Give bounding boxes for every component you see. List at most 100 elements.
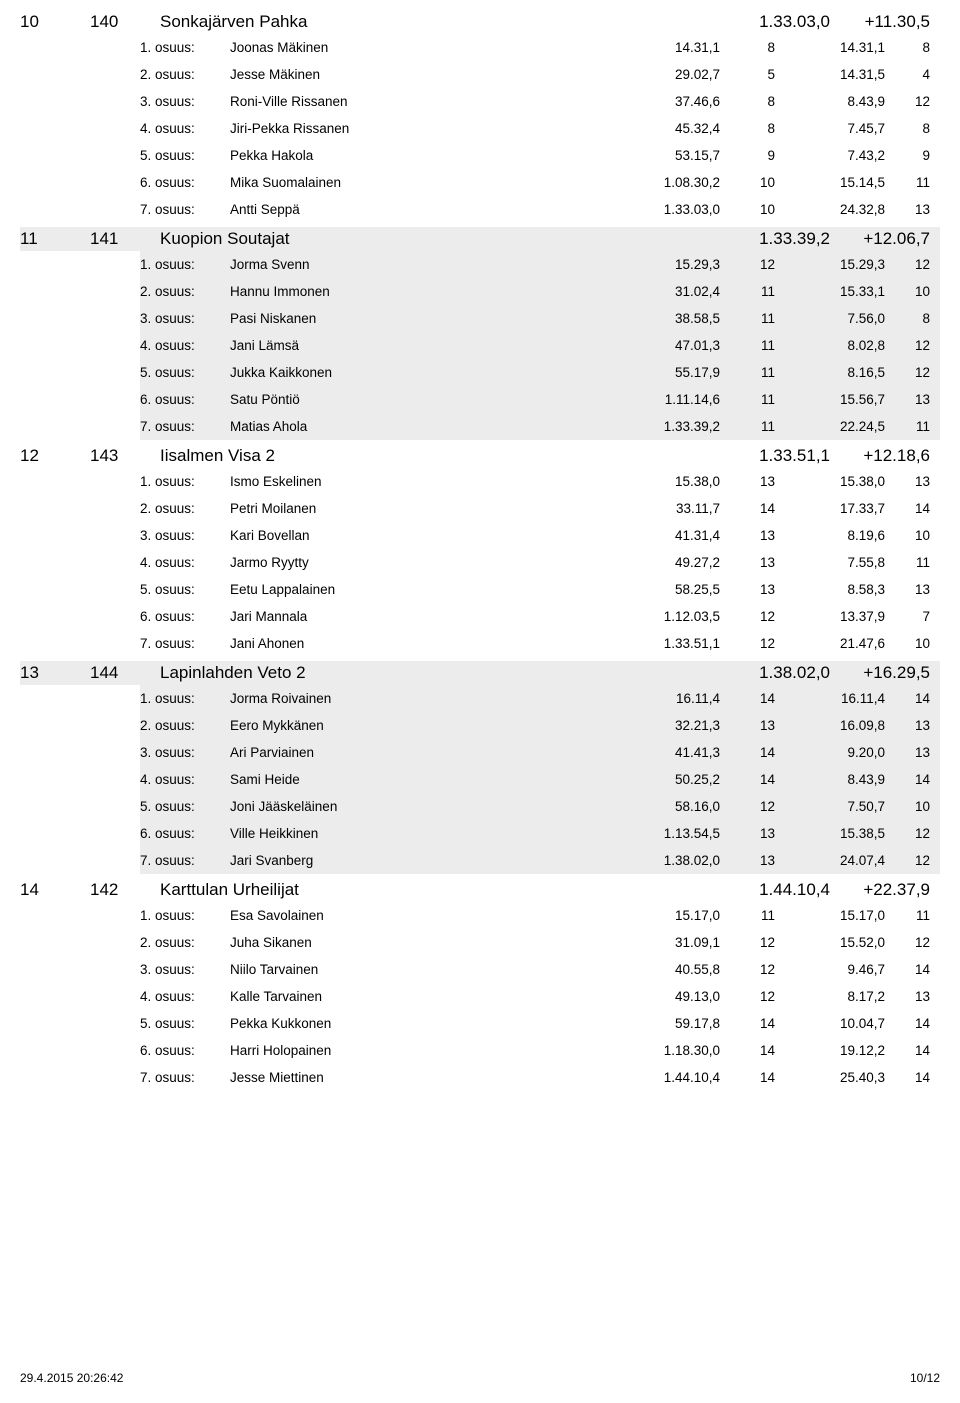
team-number: 144 [90,663,160,683]
team-name: Kuopion Soutajat [160,229,710,249]
team-header: 13144Lapinlahden Veto 21.38.02,0+16.29,5 [20,661,940,685]
leg-cumulative-rank: 11 [720,365,775,380]
leg-row: 6. osuus:Satu Pöntiö1.11.14,61115.56,713 [140,386,940,413]
leg-label: 3. osuus: [140,528,230,543]
leg-cumulative-rank: 11 [720,338,775,353]
leg-athlete: Satu Pöntiö [230,392,620,407]
leg-cumulative-rank: 12 [720,257,775,272]
leg-row: 2. osuus:Petri Moilanen33.11,71417.33,71… [140,495,940,522]
leg-cumulative-rank: 11 [720,908,775,923]
leg-cumulative-time: 15.38,0 [620,474,720,489]
leg-split-time: 9.46,7 [775,962,885,977]
leg-athlete: Niilo Tarvainen [230,962,620,977]
leg-row: 3. osuus:Kari Bovellan41.31,4138.19,610 [140,522,940,549]
leg-row: 4. osuus:Jani Lämsä47.01,3118.02,812 [140,332,940,359]
leg-cumulative-time: 38.58,5 [620,311,720,326]
leg-split-rank: 10 [885,636,940,651]
leg-split-rank: 14 [885,772,940,787]
leg-row: 7. osuus:Jesse Miettinen1.44.10,41425.40… [140,1064,940,1091]
team-name: Karttulan Urheilijat [160,880,710,900]
team-header: 12143Iisalmen Visa 21.33.51,1+12.18,6 [20,444,940,468]
leg-cumulative-rank: 12 [720,935,775,950]
leg-label: 7. osuus: [140,1070,230,1085]
team-rank: 11 [20,229,90,249]
leg-label: 5. osuus: [140,1016,230,1031]
leg-cumulative-time: 37.46,6 [620,94,720,109]
leg-athlete: Ari Parviainen [230,745,620,760]
team-time-diff: +22.37,9 [830,880,940,900]
team-block: 14142Karttulan Urheilijat1.44.10,4+22.37… [20,878,940,1091]
leg-cumulative-rank: 13 [720,826,775,841]
leg-split-time: 15.38,0 [775,474,885,489]
leg-cumulative-time: 1.38.02,0 [620,853,720,868]
page-footer: 29.4.2015 20:26:42 10/12 [20,1371,940,1385]
leg-label: 2. osuus: [140,501,230,516]
leg-split-time: 15.17,0 [775,908,885,923]
leg-athlete: Jorma Svenn [230,257,620,272]
leg-split-rank: 11 [885,908,940,923]
leg-split-time: 15.33,1 [775,284,885,299]
leg-cumulative-time: 15.29,3 [620,257,720,272]
leg-split-rank: 14 [885,1043,940,1058]
leg-split-time: 7.56,0 [775,311,885,326]
team-number: 142 [90,880,160,900]
leg-row: 1. osuus:Jorma Svenn15.29,31215.29,312 [140,251,940,278]
leg-split-rank: 10 [885,284,940,299]
team-time-diff: +12.18,6 [830,446,940,466]
leg-cumulative-rank: 13 [720,528,775,543]
leg-split-time: 25.40,3 [775,1070,885,1085]
leg-cumulative-rank: 9 [720,148,775,163]
leg-split-rank: 12 [885,338,940,353]
leg-row: 2. osuus:Juha Sikanen31.09,11215.52,012 [140,929,940,956]
leg-cumulative-time: 31.09,1 [620,935,720,950]
leg-split-rank: 9 [885,148,940,163]
leg-cumulative-time: 31.02,4 [620,284,720,299]
leg-cumulative-time: 49.27,2 [620,555,720,570]
footer-page: 10/12 [910,1371,940,1385]
leg-cumulative-time: 58.16,0 [620,799,720,814]
team-block: 12143Iisalmen Visa 21.33.51,1+12.18,61. … [20,444,940,657]
leg-athlete: Joni Jääskeläinen [230,799,620,814]
leg-athlete: Sami Heide [230,772,620,787]
leg-row: 7. osuus:Antti Seppä1.33.03,01024.32,813 [140,196,940,223]
leg-split-time: 8.58,3 [775,582,885,597]
leg-split-time: 16.09,8 [775,718,885,733]
leg-label: 6. osuus: [140,609,230,624]
leg-row: 5. osuus:Eetu Lappalainen58.25,5138.58,3… [140,576,940,603]
leg-split-time: 8.17,2 [775,989,885,1004]
team-rank: 12 [20,446,90,466]
leg-cumulative-time: 47.01,3 [620,338,720,353]
leg-cumulative-rank: 11 [720,392,775,407]
leg-split-rank: 8 [885,121,940,136]
leg-cumulative-time: 1.08.30,2 [620,175,720,190]
leg-label: 2. osuus: [140,67,230,82]
leg-label: 7. osuus: [140,853,230,868]
leg-cumulative-time: 1.33.51,1 [620,636,720,651]
leg-athlete: Pasi Niskanen [230,311,620,326]
leg-label: 3. osuus: [140,311,230,326]
leg-cumulative-time: 41.41,3 [620,745,720,760]
leg-cumulative-time: 1.18.30,0 [620,1043,720,1058]
leg-row: 4. osuus:Jiri-Pekka Rissanen45.32,487.45… [140,115,940,142]
leg-split-time: 7.45,7 [775,121,885,136]
leg-split-time: 7.43,2 [775,148,885,163]
leg-label: 3. osuus: [140,962,230,977]
leg-cumulative-rank: 8 [720,121,775,136]
leg-athlete: Jukka Kaikkonen [230,365,620,380]
leg-split-time: 8.16,5 [775,365,885,380]
leg-split-rank: 12 [885,853,940,868]
leg-split-rank: 12 [885,94,940,109]
leg-label: 7. osuus: [140,419,230,434]
leg-cumulative-rank: 14 [720,1016,775,1031]
leg-row: 7. osuus:Matias Ahola1.33.39,21122.24,51… [140,413,940,440]
leg-split-rank: 10 [885,799,940,814]
leg-cumulative-time: 33.11,7 [620,501,720,516]
leg-cumulative-rank: 12 [720,989,775,1004]
leg-label: 1. osuus: [140,908,230,923]
leg-split-time: 13.37,9 [775,609,885,624]
leg-row: 6. osuus:Harri Holopainen1.18.30,01419.1… [140,1037,940,1064]
leg-split-time: 15.14,5 [775,175,885,190]
leg-athlete: Petri Moilanen [230,501,620,516]
leg-cumulative-time: 1.33.03,0 [620,202,720,217]
leg-row: 2. osuus:Eero Mykkänen32.21,31316.09,813 [140,712,940,739]
